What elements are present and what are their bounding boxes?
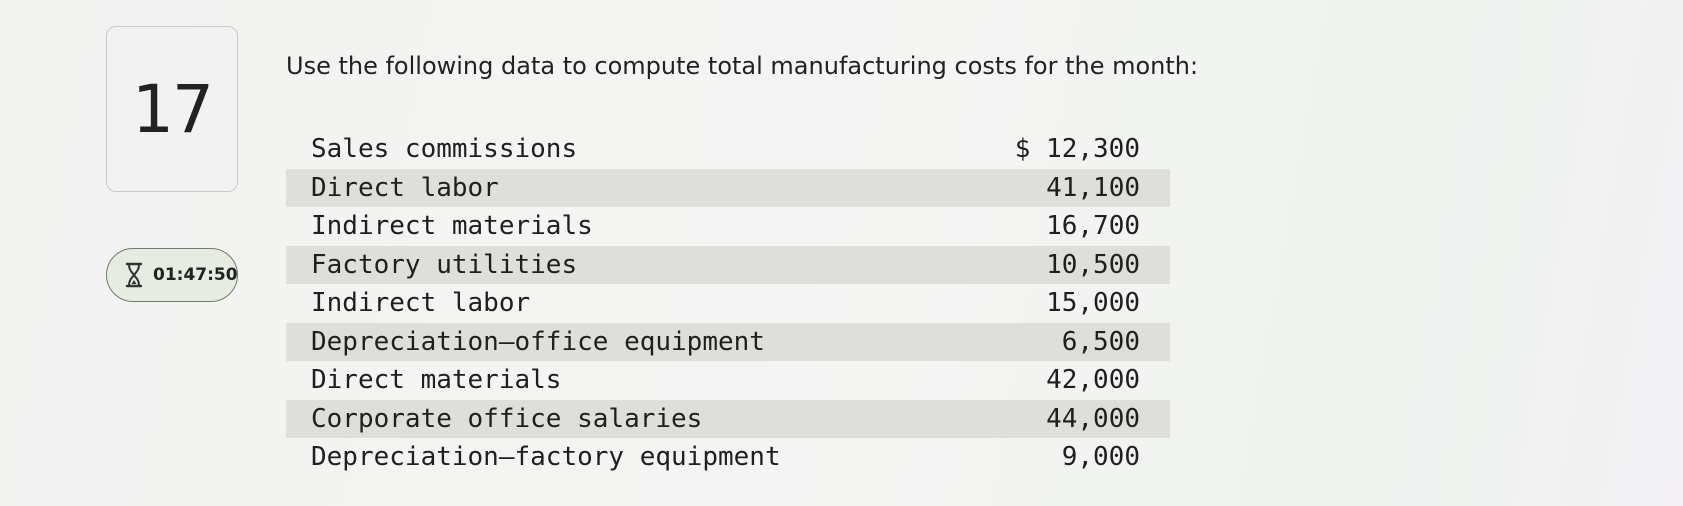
cost-amount: 16,700 <box>1046 211 1140 242</box>
table-row: Sales commissions $ 12,300 <box>286 130 1170 169</box>
question-number-box: 17 <box>106 26 238 192</box>
question-prompt: Use the following data to compute total … <box>286 52 1199 80</box>
cost-amount: 6,500 <box>958 322 1170 361</box>
cost-amount: 41,100 <box>958 168 1170 207</box>
hourglass-icon <box>125 262 143 288</box>
cost-label: Indirect materials <box>311 211 593 242</box>
table-row: Depreciation—factory equipment 9,000 <box>286 438 1170 477</box>
cost-amount: 44,000 <box>958 399 1170 438</box>
cost-data-table: Sales commissions $ 12,300 Direct labor … <box>286 130 1170 477</box>
cost-label: Sales commissions <box>311 134 578 165</box>
table-row: Direct labor 41,100 <box>286 168 1170 207</box>
cost-label: Corporate office salaries <box>286 399 959 438</box>
cost-label: Depreciation—factory equipment <box>311 442 781 473</box>
cost-amount: 9,000 <box>1061 442 1140 473</box>
cost-label: Factory utilities <box>286 245 959 284</box>
cost-amount: 42,000 <box>1046 365 1140 396</box>
cost-amount: 10,500 <box>958 245 1170 284</box>
table-row: Depreciation—office equipment 6,500 <box>286 322 1170 361</box>
table-row: Indirect labor 15,000 <box>286 284 1170 323</box>
cost-amount: $ 12,300 <box>1014 134 1140 165</box>
cost-label: Depreciation—office equipment <box>286 322 959 361</box>
timer-text: 01:47:50 <box>153 265 238 285</box>
cost-label: Direct materials <box>311 365 562 396</box>
timer-badge[interactable]: 01:47:50 <box>106 248 238 302</box>
cost-label: Direct labor <box>286 168 959 207</box>
cost-amount: 15,000 <box>1046 288 1140 319</box>
table-row: Corporate office salaries 44,000 <box>286 399 1170 438</box>
table-row: Factory utilities 10,500 <box>286 245 1170 284</box>
cost-label: Indirect labor <box>311 288 531 319</box>
table-row: Direct materials 42,000 <box>286 361 1170 400</box>
table-row: Indirect materials 16,700 <box>286 207 1170 246</box>
question-number: 17 <box>132 70 214 148</box>
